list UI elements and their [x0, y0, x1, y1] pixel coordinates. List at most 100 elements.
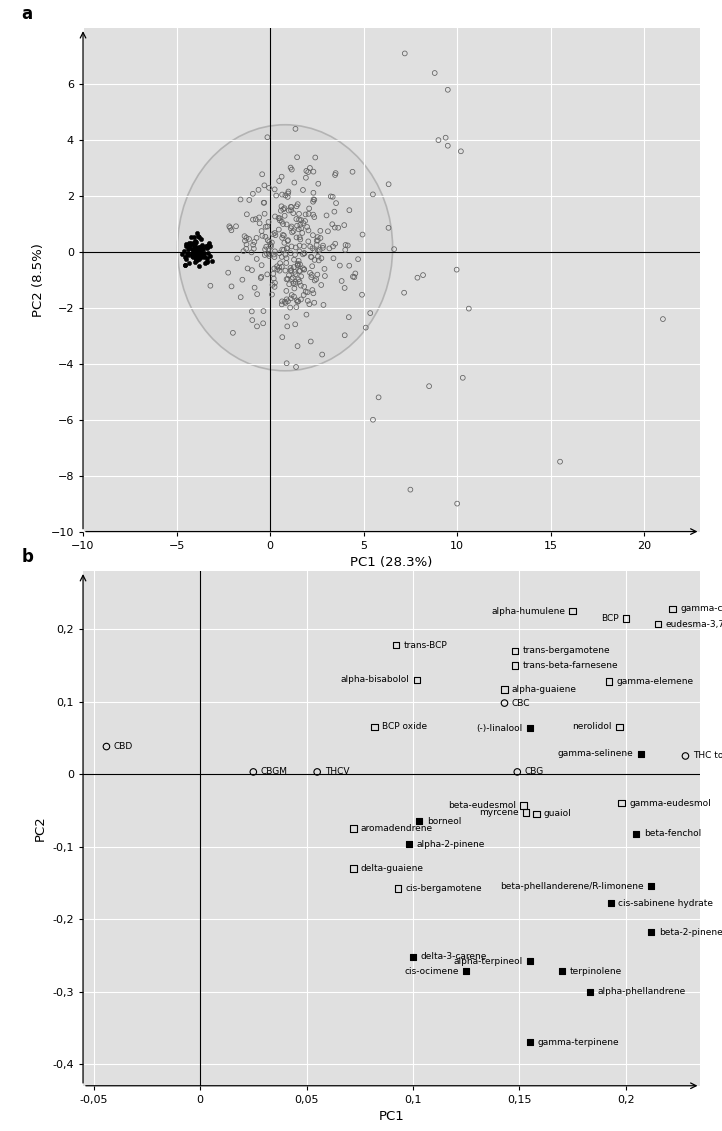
Point [312, 242, 323, 260]
Point [365, 304, 376, 322]
Point [412, 269, 423, 287]
Point [429, 64, 440, 83]
Point [271, 187, 282, 205]
Point [182, 240, 193, 258]
Point [304, 264, 316, 282]
Point [282, 184, 294, 202]
Point [277, 226, 289, 244]
Point [290, 266, 301, 284]
Point [260, 218, 271, 236]
Point [186, 244, 198, 262]
Point [511, 763, 523, 782]
Point [241, 205, 253, 223]
Point [290, 275, 301, 293]
Point [312, 266, 323, 284]
Point [278, 241, 290, 259]
Point [266, 233, 278, 251]
Point [336, 271, 347, 290]
Point [289, 279, 300, 297]
Point [300, 283, 311, 301]
Point [279, 207, 290, 225]
Point [256, 165, 268, 183]
Point [316, 345, 328, 363]
Text: BCP oxide: BCP oxide [382, 723, 427, 732]
Point [189, 240, 201, 258]
Text: alpha-2-pinene: alpha-2-pinene [416, 840, 484, 849]
Point [339, 241, 351, 259]
Point [308, 183, 319, 201]
Text: beta-eudesmol: beta-eudesmol [448, 801, 516, 810]
X-axis label: PC1: PC1 [379, 1111, 404, 1123]
Point [305, 248, 317, 266]
Point [367, 411, 379, 429]
Point [181, 245, 193, 264]
Text: alpha-bisabolol: alpha-bisabolol [341, 675, 410, 684]
Point [279, 199, 290, 217]
Point [276, 213, 287, 231]
Point [274, 254, 286, 273]
Point [432, 131, 444, 149]
Point [306, 257, 318, 275]
Text: beta-2-pinene: beta-2-pinene [659, 927, 722, 936]
Point [274, 209, 286, 227]
Point [280, 294, 292, 312]
Point [239, 232, 251, 250]
Point [204, 238, 216, 256]
Point [274, 172, 285, 190]
Point [423, 377, 435, 395]
Point [303, 199, 315, 217]
Point [275, 201, 287, 219]
Point [305, 248, 317, 266]
Point [327, 238, 339, 256]
Point [187, 235, 199, 253]
Point [282, 270, 294, 288]
Y-axis label: PC2: PC2 [34, 815, 47, 841]
Point [309, 271, 321, 290]
Point [200, 238, 212, 256]
Point [253, 208, 265, 226]
Point [388, 240, 400, 258]
Point [246, 261, 258, 279]
Point [201, 239, 212, 257]
Point [199, 247, 210, 265]
Point [268, 265, 279, 283]
Point [193, 257, 204, 275]
Point [347, 163, 358, 181]
Point [285, 262, 297, 280]
Point [282, 240, 293, 258]
Point [281, 249, 292, 267]
Point [195, 241, 206, 259]
Point [265, 236, 277, 254]
Point [645, 878, 657, 896]
Point [224, 217, 235, 235]
Point [258, 205, 270, 223]
Point [190, 239, 201, 257]
Point [305, 333, 316, 351]
Point [281, 354, 292, 372]
Point [316, 249, 327, 267]
Point [329, 166, 341, 184]
Point [231, 249, 243, 267]
Point [339, 279, 350, 297]
Point [247, 184, 258, 202]
Point [282, 292, 294, 310]
Ellipse shape [178, 124, 393, 371]
Point [328, 249, 339, 267]
Point [301, 218, 313, 236]
Point [294, 236, 305, 254]
Point [399, 284, 410, 302]
Point [269, 259, 280, 277]
Point [329, 202, 340, 221]
Point [290, 299, 302, 317]
Point [297, 259, 309, 277]
Point [196, 248, 207, 266]
Point [264, 179, 275, 197]
Point [318, 260, 330, 278]
Point [277, 228, 288, 247]
Point [198, 244, 209, 262]
Y-axis label: PC2 (8.5%): PC2 (8.5%) [32, 243, 45, 317]
Point [308, 163, 319, 181]
Point [240, 240, 252, 258]
Point [276, 197, 287, 215]
Point [340, 236, 352, 254]
